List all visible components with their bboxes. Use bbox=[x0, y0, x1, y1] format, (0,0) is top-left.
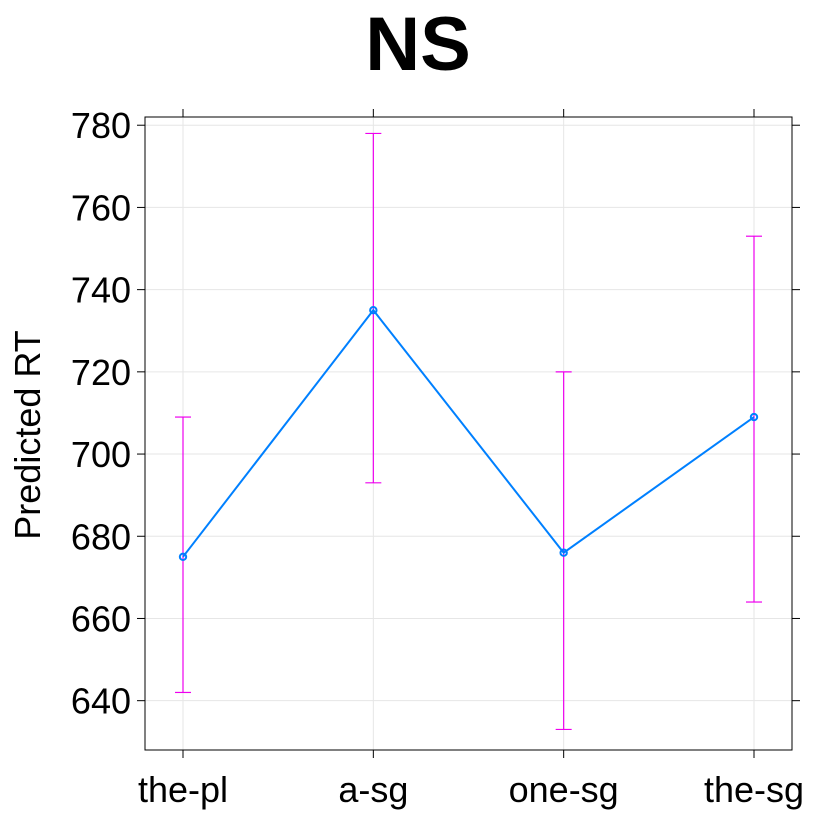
y-tick-label: 700 bbox=[71, 434, 131, 475]
x-tick-label: the-pl bbox=[138, 769, 228, 810]
series-line bbox=[182, 308, 755, 558]
plot-frame bbox=[144, 116, 793, 751]
x-tick-label: one-sg bbox=[509, 769, 619, 810]
axes: 640 660 680 700 720 740 760 780 the-pl a-sg one-sg… bbox=[71, 105, 804, 810]
chart-title: NS bbox=[365, 2, 471, 87]
error-bars bbox=[175, 132, 762, 731]
y-tick-label: 660 bbox=[71, 598, 131, 639]
data-point bbox=[178, 552, 188, 562]
data-point bbox=[559, 548, 568, 557]
y-tick-label: 640 bbox=[71, 681, 131, 722]
x-tick-label: a-sg bbox=[338, 769, 408, 810]
y-tick-label: 680 bbox=[71, 516, 131, 557]
y-tick-label: 740 bbox=[71, 270, 131, 311]
y-tick-label: 760 bbox=[71, 187, 131, 228]
data-point bbox=[369, 305, 378, 315]
y-tick-label: 720 bbox=[71, 352, 131, 393]
series bbox=[178, 305, 759, 562]
y-axis-label: Predicted RT bbox=[7, 330, 48, 539]
y-tick-label: 780 bbox=[71, 105, 131, 146]
x-tick-label: the-sg bbox=[704, 769, 804, 810]
grid bbox=[145, 117, 792, 750]
data-point bbox=[749, 412, 759, 422]
